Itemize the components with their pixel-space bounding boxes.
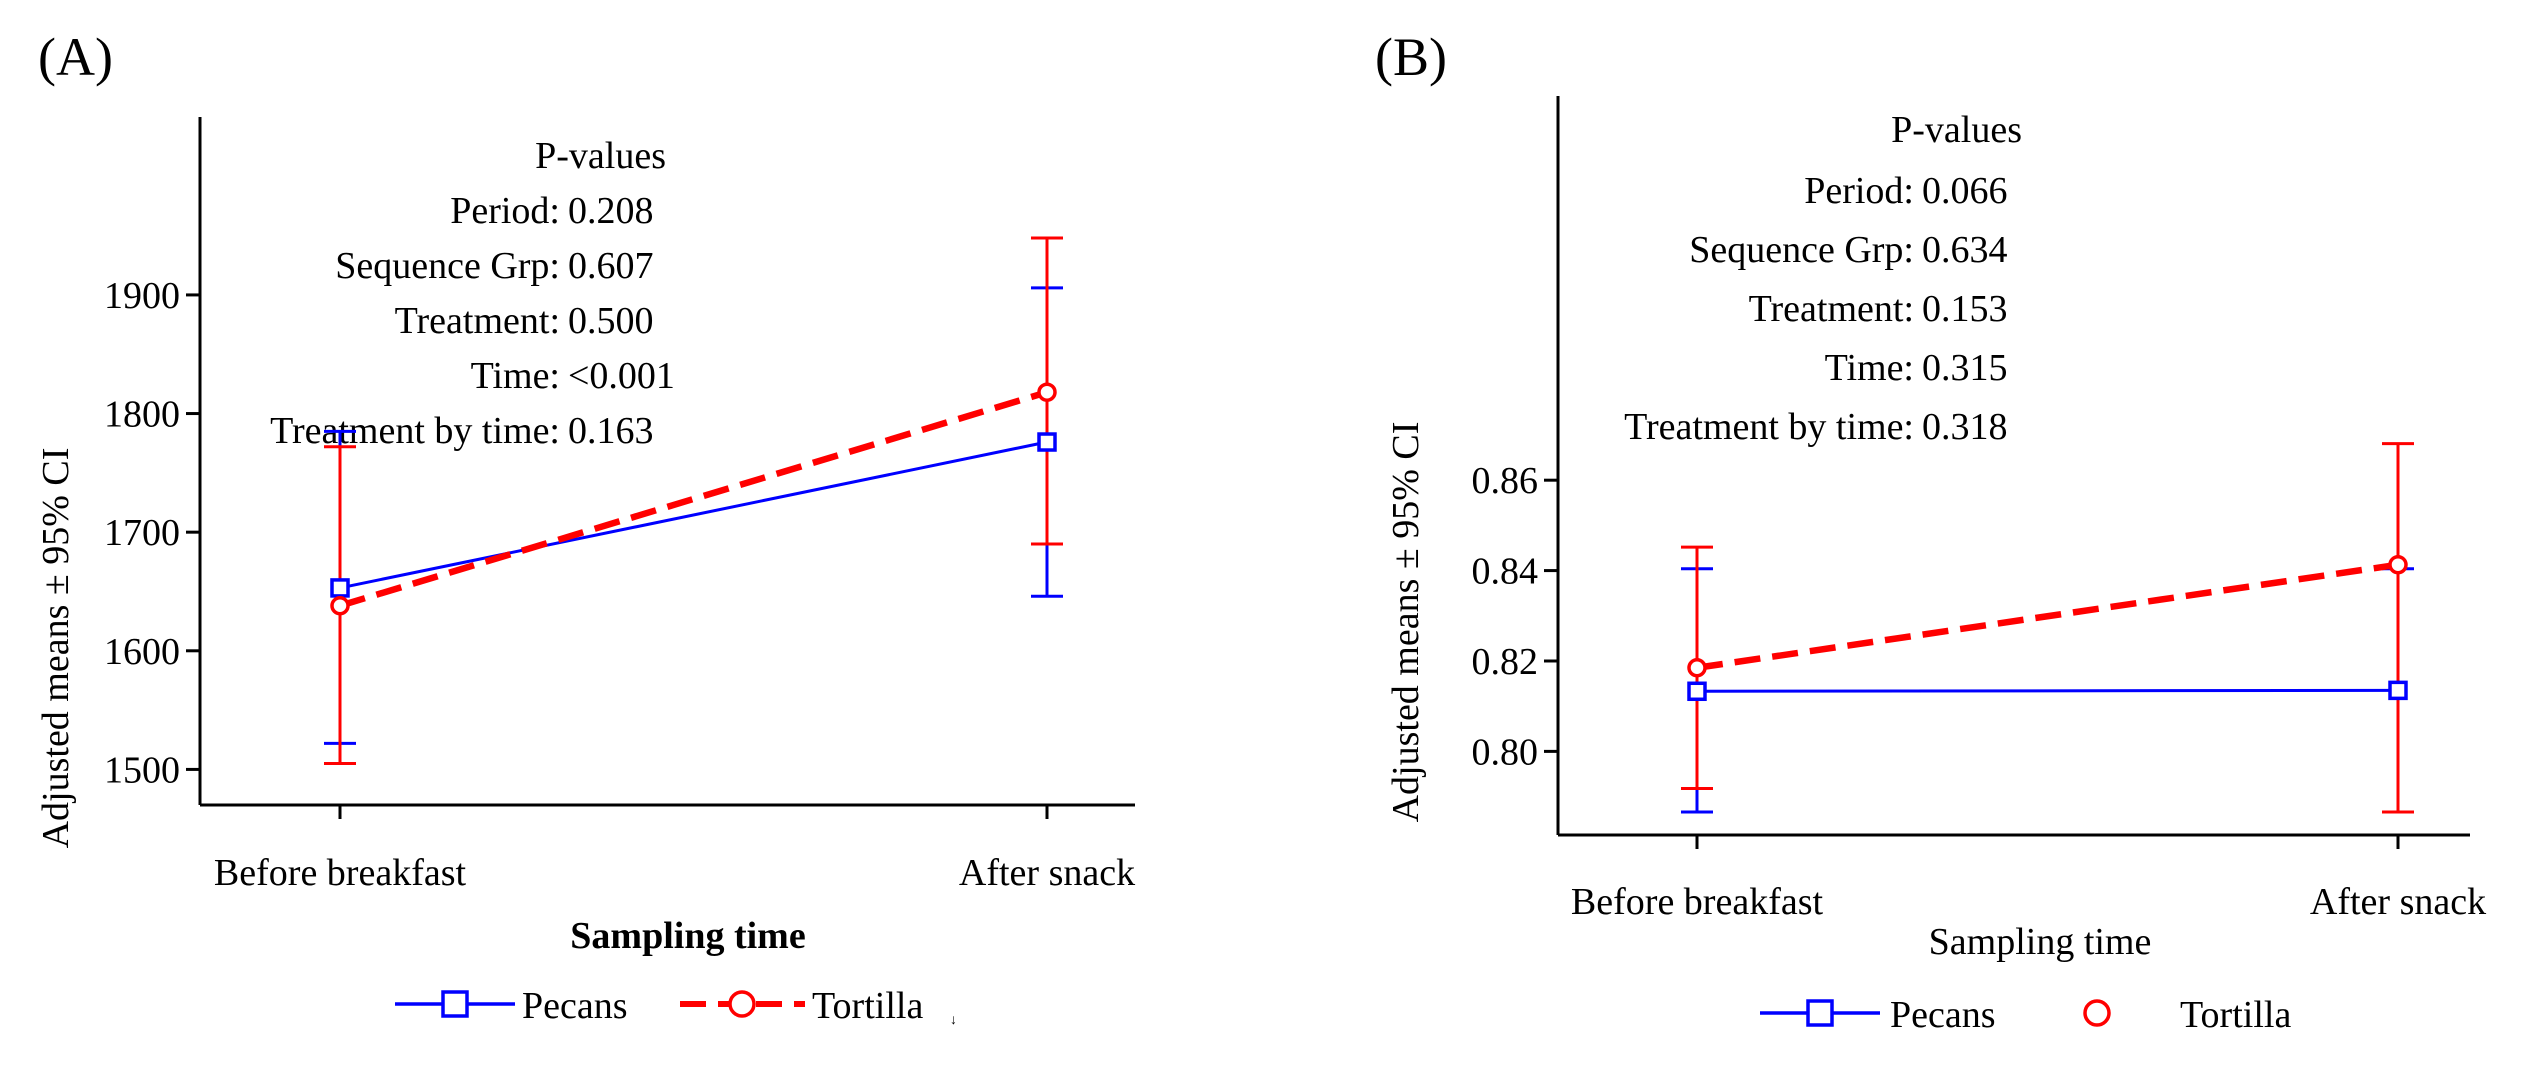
panel-b-pvalues-title: P-values: [1891, 109, 2022, 151]
y-tick-label: 0.80: [1472, 731, 1539, 773]
panel-b-pvalues: P-values Period: 0.066 Sequence Grp: 0.6…: [1624, 109, 2022, 448]
panel-a-pvalue-value: 0.500: [568, 300, 654, 342]
panel-a-legend: Pecans Tortilla ↓: [395, 985, 957, 1028]
panel-a-pvalues: P-values Period: 0.208 Sequence Grp: 0.6…: [270, 135, 675, 452]
panel-a-pvalue-label: Period:: [450, 190, 560, 232]
tortilla-series-line: [1696, 561, 2399, 671]
tortilla-point: [1687, 658, 1707, 678]
panel-a-pvalue-label: Sequence Grp:: [335, 245, 560, 287]
x-tick-label: Before breakfast: [214, 852, 467, 894]
panel-a-pvalue-label: Treatment by time:: [270, 410, 560, 452]
panel-a-pvalue-label: Time:: [471, 355, 560, 397]
y-tick-label: 0.84: [1472, 551, 1539, 593]
legend-pecans-label: Pecans: [1890, 994, 1996, 1036]
panel-b: (B) Adjusted means ± 95% CI P-values Per…: [1375, 27, 2291, 1036]
panel-a-plot: 1500 1600 1700 1800 1900 Before breakfast Afte…: [104, 117, 1135, 894]
panel-a-pvalue-value: 0.208: [568, 190, 654, 232]
panel-b-plot: 0.80 0.82 0.84 0.86 Before breakfast After sn…: [1472, 96, 2486, 923]
pecans-point: [1687, 681, 1707, 702]
x-tick-label: After snack: [2310, 881, 2486, 923]
panel-b-x-axis-title: Sampling time: [1929, 921, 2152, 963]
legend-pecans-label: Pecans: [522, 985, 628, 1027]
y-tick-label: 1600: [104, 631, 180, 673]
panel-a-pvalue-value: 0.607: [568, 245, 654, 287]
panel-a-y-axis-title: Adjusted means ± 95% CI: [35, 448, 77, 849]
pecans-series-line: [1696, 688, 2399, 693]
legend-pecans-square-marker: [441, 990, 469, 1018]
panel-b-pvalue-label: Period:: [1804, 170, 1914, 212]
y-tick-label: 1500: [104, 749, 180, 791]
legend-stray-mark: ↓: [950, 1013, 957, 1028]
pecans-point: [2388, 680, 2408, 701]
y-tick-label: 0.86: [1472, 460, 1539, 502]
panel-b-pvalue-label: Sequence Grp:: [1689, 229, 1914, 271]
panel-a: (A) Adjusted means ± 95% CI P-values Per…: [35, 27, 957, 1028]
panel-b-y-axis-title: Adjusted means ± 95% CI: [1385, 422, 1427, 823]
panel-b-pvalue-value: 0.315: [1922, 347, 2008, 389]
tortilla-point: [1037, 382, 1057, 402]
panel-b-pvalue-value: 0.634: [1922, 229, 2008, 271]
legend-tortilla-label: Tortilla: [2180, 994, 2291, 1036]
panel-b-pvalue-value: 0.318: [1922, 406, 2008, 448]
panel-b-label: (B): [1375, 27, 1447, 87]
pecans-series-line: [339, 440, 1048, 590]
panel-b-pvalue-label: Time:: [1825, 347, 1914, 389]
tortilla-point: [2388, 554, 2408, 575]
y-tick-label: 1900: [104, 275, 180, 317]
x-tick-label: After snack: [959, 852, 1135, 894]
pecans-point: [1037, 432, 1057, 452]
legend-pecans-square-marker: [1806, 999, 1834, 1027]
panel-a-pvalue-label: Treatment:: [395, 300, 560, 342]
legend-tortilla-circle-marker: [2083, 999, 2111, 1027]
panel-a-x-axis-title: Sampling time: [570, 915, 805, 957]
panel-a-label: (A): [38, 27, 113, 87]
legend-tortilla-label: Tortilla: [812, 985, 923, 1027]
panel-a-pvalues-title: P-values: [535, 135, 666, 177]
tortilla-series-line: [339, 389, 1048, 609]
panel-a-pvalue-value: 0.163: [568, 410, 654, 452]
pecans-point: [330, 578, 350, 598]
panel-b-pvalue-label: Treatment:: [1749, 288, 1914, 330]
y-tick-label: 1800: [104, 394, 180, 436]
y-tick-label: 0.82: [1472, 641, 1539, 683]
panel-b-pvalue-value: 0.066: [1922, 170, 2008, 212]
legend-tortilla-circle-marker: [728, 990, 756, 1018]
panel-b-legend: Pecans Tortilla: [1760, 994, 2291, 1036]
panel-b-pvalue-value: 0.153: [1922, 288, 2008, 330]
tortilla-point: [330, 595, 350, 616]
y-tick-label: 1700: [104, 512, 180, 554]
panel-b-pvalue-label: Treatment by time:: [1624, 406, 1914, 448]
panel-a-pvalue-value: <0.001: [568, 355, 675, 397]
x-tick-label: Before breakfast: [1571, 881, 1824, 923]
